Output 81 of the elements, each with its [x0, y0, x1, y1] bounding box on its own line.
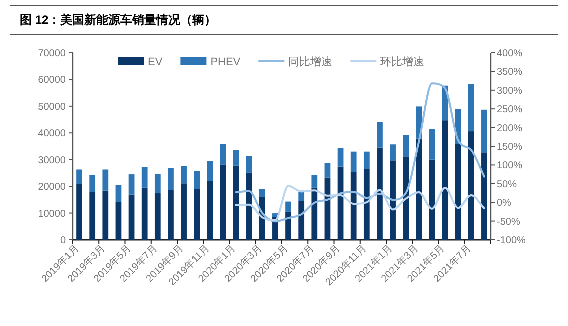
- y2-tick-label: 50%: [497, 179, 518, 190]
- bar: [207, 181, 214, 240]
- y2-tick-label: 400%: [497, 48, 523, 60]
- bar: [181, 184, 187, 240]
- bar: [403, 135, 410, 157]
- bar: [246, 156, 252, 173]
- bar: [286, 212, 292, 240]
- y2-tick-label: 200%: [497, 123, 523, 134]
- legend-label: 环比增速: [380, 56, 425, 68]
- bar: [220, 144, 226, 165]
- line-series: [235, 185, 486, 222]
- y-tick-label: 40000: [38, 128, 66, 140]
- bar: [350, 172, 357, 240]
- y2-tick-label: -50%: [497, 216, 520, 228]
- y2-tick-label: 0%: [497, 198, 512, 210]
- bar: [377, 122, 383, 148]
- bar: [246, 172, 252, 240]
- bar: [116, 186, 122, 202]
- bar: [286, 202, 292, 212]
- bar: [390, 160, 396, 240]
- bar: [90, 192, 96, 240]
- bar: [350, 152, 357, 172]
- chart-title: 图 12：美国新能源车销量情况（辆）: [20, 13, 217, 27]
- bar: [455, 144, 462, 240]
- legend-label: PHEV: [210, 56, 242, 68]
- bar: [76, 170, 82, 184]
- bar: [154, 174, 161, 194]
- bar: [102, 170, 109, 191]
- y2-tick-label: -100%: [497, 236, 526, 246]
- bar: [90, 175, 96, 192]
- bar: [168, 168, 174, 190]
- y2-tick-label: 350%: [497, 67, 523, 78]
- legend-label: EV: [148, 56, 164, 68]
- y2-tick-label: 100%: [497, 160, 523, 172]
- bar: [207, 161, 214, 182]
- bar: [194, 189, 200, 240]
- y2-tick-label: 300%: [497, 86, 523, 97]
- bar: [338, 148, 344, 167]
- bar: [364, 169, 370, 240]
- bar: [142, 188, 148, 240]
- bar: [312, 175, 318, 188]
- bar: [364, 152, 370, 170]
- y-tick-label: 20000: [38, 182, 66, 194]
- bar: [259, 189, 266, 197]
- y2-tick-label: 250%: [497, 104, 523, 116]
- y-tick-label: 50000: [38, 102, 66, 113]
- bar: [482, 152, 488, 240]
- bar: [429, 160, 436, 240]
- y-tick-label: 70000: [38, 48, 66, 60]
- y2-tick-label: 150%: [497, 142, 523, 153]
- y-tick-label: 60000: [38, 75, 66, 86]
- bar: [220, 164, 226, 240]
- bar: [442, 120, 448, 240]
- bar: [233, 166, 240, 240]
- bar: [194, 171, 200, 190]
- y-tick-label: 30000: [38, 155, 66, 166]
- bar: [416, 138, 422, 240]
- y-tick-label: 10000: [38, 208, 66, 220]
- bar: [377, 148, 383, 240]
- legend-label: 同比增速: [288, 56, 333, 68]
- bar: [468, 84, 474, 132]
- bar: [181, 166, 187, 184]
- bar: [312, 188, 318, 240]
- bar: [128, 174, 135, 195]
- bar: [482, 110, 488, 153]
- bar: [128, 194, 135, 240]
- bar: [403, 156, 410, 240]
- bar: [324, 163, 331, 178]
- bar: [116, 202, 122, 240]
- bar: [168, 190, 174, 240]
- bar: [76, 184, 82, 240]
- bar: [102, 190, 109, 240]
- bar: [468, 132, 474, 240]
- y-tick-label: 0: [60, 236, 66, 246]
- bar: [390, 144, 396, 161]
- bar: [142, 167, 148, 188]
- bar: [233, 150, 240, 166]
- bar: [154, 194, 161, 240]
- bar: [429, 129, 436, 160]
- bar: [298, 200, 305, 240]
- line-series: [235, 82, 486, 223]
